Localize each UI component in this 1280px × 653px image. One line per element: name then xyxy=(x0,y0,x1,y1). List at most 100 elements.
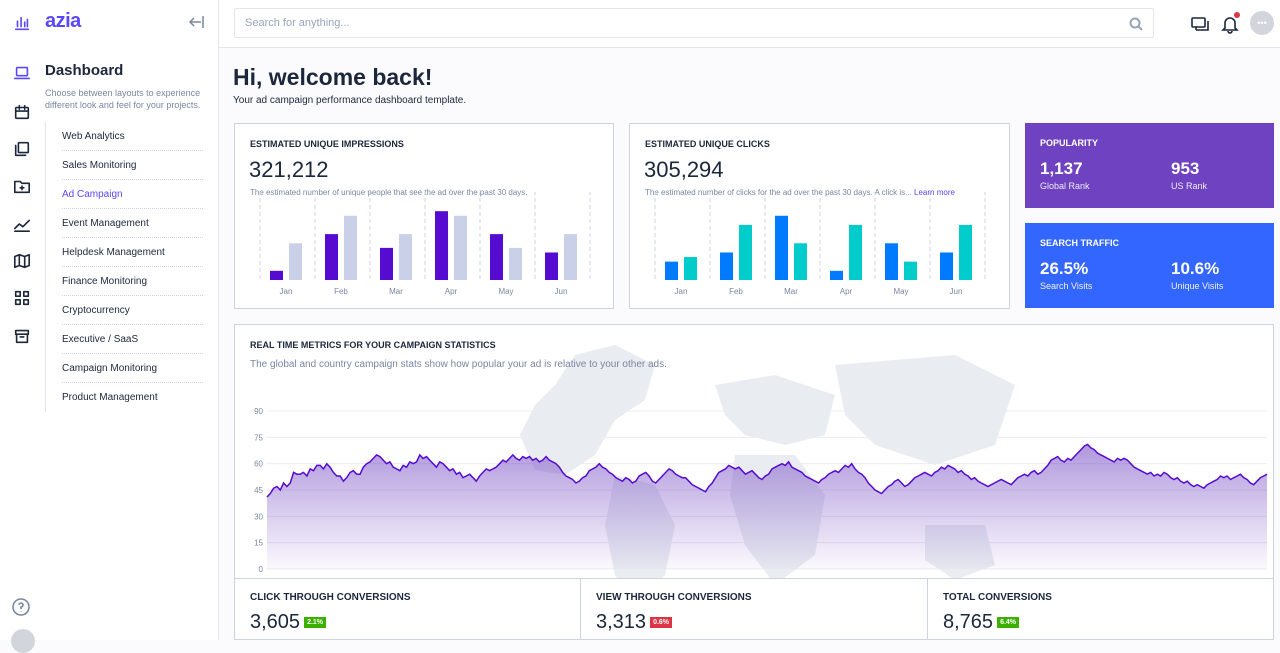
impressions-value: 321,212 xyxy=(249,157,329,182)
bar-jun-previous xyxy=(959,224,972,280)
x-tick-label: Apr xyxy=(445,287,458,296)
x-tick-label: Jun xyxy=(950,287,963,296)
bar-jun-current xyxy=(940,252,953,280)
notification-bell-icon[interactable] xyxy=(1220,12,1240,34)
bar-feb-current xyxy=(720,252,733,280)
bar-may-current xyxy=(885,243,898,280)
clicks-value: 305,294 xyxy=(644,157,724,182)
click-through-conversions: Click Through Conversions 3,605 2.1% xyxy=(235,579,581,639)
sidebar-item-sales-monitoring[interactable]: Sales Monitoring xyxy=(62,151,203,180)
page-subtitle: Your ad campaign performance dashboard t… xyxy=(233,95,467,106)
bar-feb-previous xyxy=(344,215,357,280)
bar-mar-previous xyxy=(794,243,807,280)
impressions-title: Estimated Unique Impressions xyxy=(250,139,404,149)
bar-apr-previous xyxy=(454,215,467,280)
help-icon[interactable] xyxy=(11,597,31,617)
x-tick-label: May xyxy=(498,287,513,296)
view-through-value-row: 3,313 0.6% xyxy=(596,611,673,634)
trending-icon[interactable] xyxy=(11,213,33,235)
y-tick-label: 15 xyxy=(254,539,263,548)
view-through-change-badge: 0.6% xyxy=(650,617,673,629)
bar-apr-current xyxy=(435,211,448,280)
bar-jun-previous xyxy=(564,234,577,280)
bar-mar-current xyxy=(775,215,788,280)
bar-feb-current xyxy=(325,234,338,280)
global-rank-value: 1,137 xyxy=(1040,159,1083,178)
clicks-description: The estimated number of clicks for the a… xyxy=(645,187,985,199)
x-tick-label: Jan xyxy=(675,287,688,296)
view-through-value: 3,313 xyxy=(596,611,647,633)
y-tick-label: 90 xyxy=(254,407,263,416)
unique-visits-label: Unique Visits xyxy=(1171,281,1224,291)
bar-may-previous xyxy=(509,247,522,280)
view-through-conversions: View Through Conversions 3,313 0.6% xyxy=(581,579,928,639)
icon-rail xyxy=(0,0,45,653)
us-rank-label: US Rank xyxy=(1171,181,1208,191)
area-fill xyxy=(267,444,1267,569)
unique-visits-value: 10.6% xyxy=(1171,259,1220,278)
search-input[interactable] xyxy=(235,9,1115,37)
sidebar-item-executive-saas[interactable]: Executive / SaaS xyxy=(62,325,203,354)
archive-icon[interactable] xyxy=(11,325,33,347)
collapse-sidebar-icon[interactable] xyxy=(188,14,204,30)
sidebar-item-cryptocurrency[interactable]: Cryptocurrency xyxy=(62,296,203,325)
total-conversions-label: Total Conversions xyxy=(943,592,1052,603)
user-avatar-small[interactable] xyxy=(11,629,35,653)
laptop-icon[interactable] xyxy=(11,62,33,84)
app-logo[interactable]: azia xyxy=(45,10,81,32)
x-tick-label: Jan xyxy=(280,287,293,296)
clicks-bar-chart: Jan Feb Mar Apr May Jun xyxy=(654,192,986,296)
bar-may-previous xyxy=(904,261,917,280)
y-tick-label: 30 xyxy=(254,512,263,521)
realtime-metrics-card: Real Time Metrics for your Campaign Stat… xyxy=(234,324,1274,640)
total-conversions-value-row: 8,765 6.4% xyxy=(943,611,1020,634)
sidebar-item-finance-monitoring[interactable]: Finance Monitoring xyxy=(62,267,203,296)
layers-icon[interactable] xyxy=(11,138,33,160)
metrics-title: Real Time Metrics for your Campaign Stat… xyxy=(250,340,496,350)
page-title: Hi, welcome back! xyxy=(233,64,433,90)
metrics-description: The global and country campaign stats sh… xyxy=(250,359,667,370)
map-icon[interactable] xyxy=(11,250,33,272)
bar-may-current xyxy=(490,234,503,280)
bar-feb-previous xyxy=(739,224,752,280)
top-bar: ••• xyxy=(219,0,1280,48)
search-icon[interactable] xyxy=(1129,17,1143,31)
click-through-value: 3,605 xyxy=(250,611,301,633)
total-conversions-value: 8,765 xyxy=(943,611,994,633)
sidebar-nav: Web Analytics Sales Monitoring Ad Campai… xyxy=(45,122,203,412)
y-tick-label: 60 xyxy=(254,460,263,469)
sidebar-item-event-management[interactable]: Event Management xyxy=(62,209,203,238)
learn-more-link[interactable]: Learn more xyxy=(914,188,955,197)
total-conversions-change-badge: 6.4% xyxy=(997,617,1020,629)
folder-plus-icon[interactable] xyxy=(11,175,33,197)
view-through-label: View Through Conversions xyxy=(596,592,752,603)
messages-icon[interactable] xyxy=(1190,14,1210,34)
search-visits-label: Search Visits xyxy=(1040,281,1093,291)
y-tick-label: 75 xyxy=(254,433,263,442)
sidebar-item-campaign-monitoring[interactable]: Campaign Monitoring xyxy=(62,354,203,383)
impressions-bar-chart: Jan Feb Mar Apr May Jun xyxy=(259,192,591,296)
click-through-change-badge: 2.1% xyxy=(304,617,327,629)
bar-chart-icon[interactable] xyxy=(11,12,33,34)
sidebar-item-ad-campaign[interactable]: Ad Campaign xyxy=(62,180,203,209)
user-avatar[interactable]: ••• xyxy=(1250,11,1274,35)
click-through-label: Click Through Conversions xyxy=(250,592,411,603)
calendar-icon[interactable] xyxy=(11,101,33,123)
sidebar-description: Choose between layouts to experience dif… xyxy=(45,88,201,110)
bar-apr-previous xyxy=(849,224,862,280)
x-tick-label: Jun xyxy=(555,287,568,296)
bar-mar-previous xyxy=(399,234,412,280)
clicks-card: Estimated Unique Clicks 305,294 The esti… xyxy=(629,123,1010,309)
bar-jan-current xyxy=(270,270,283,280)
sidebar-item-web-analytics[interactable]: Web Analytics xyxy=(62,122,203,151)
bar-jan-previous xyxy=(684,257,697,280)
x-tick-label: Mar xyxy=(389,287,403,296)
search-box xyxy=(234,8,1154,38)
sidebar-item-product-management[interactable]: Product Management xyxy=(62,392,158,403)
grid-icon[interactable] xyxy=(11,287,33,309)
bar-apr-current xyxy=(830,270,843,280)
sidebar-title: Dashboard xyxy=(45,62,124,79)
bar-jan-current xyxy=(665,261,678,280)
impressions-card: Estimated Unique Impressions 321,212 The… xyxy=(234,123,614,309)
sidebar-item-helpdesk-management[interactable]: Helpdesk Management xyxy=(62,238,203,267)
